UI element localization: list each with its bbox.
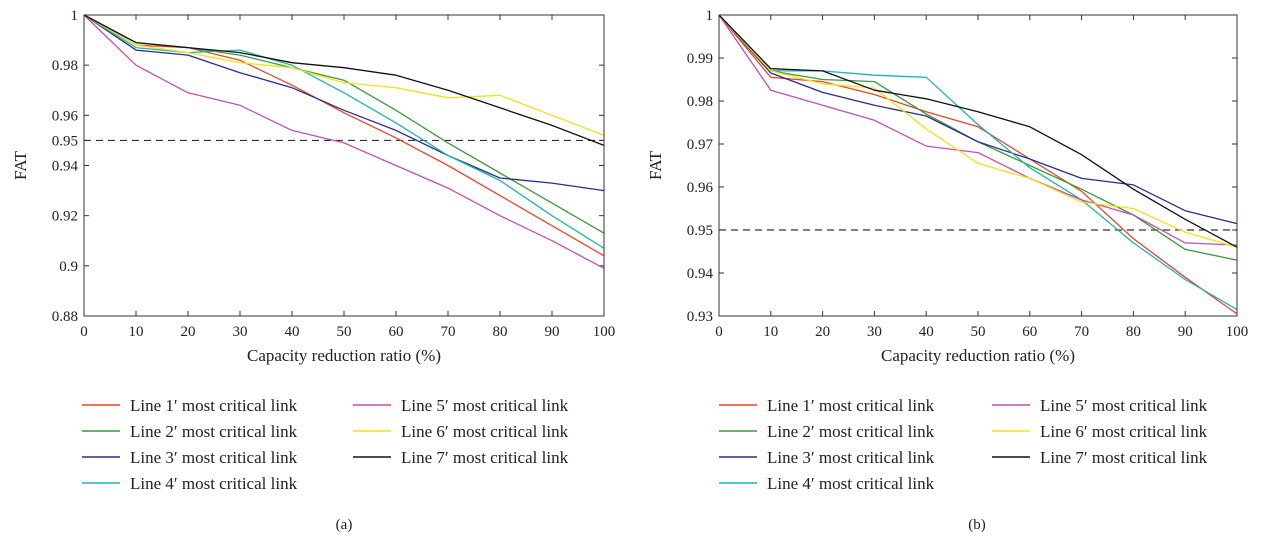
series-line-3: [83, 14, 605, 192]
y-axis-label: FAT: [646, 150, 665, 180]
y-tick-label: 0.99: [687, 51, 713, 67]
legend-label: Line 2′ most critical link: [767, 422, 935, 441]
x-axis-label: Capacity reduction ratio (%): [881, 346, 1075, 365]
x-tick-label: 40: [919, 324, 934, 340]
series-line-1: [718, 14, 1238, 315]
legend-item: Line 4′ most critical link: [82, 474, 298, 493]
x-tick-label: 100: [1226, 324, 1249, 340]
legend-item: Line 6′ most critical link: [992, 422, 1208, 441]
x-tick-label: 100: [593, 324, 616, 340]
y-tick-label: 0.92: [52, 209, 78, 225]
legend-label: Line 2′ most critical link: [130, 422, 298, 441]
legend-item: Line 1′ most critical link: [719, 396, 935, 415]
x-tick-label: 10: [763, 324, 778, 340]
series-line-6: [718, 14, 1238, 248]
y-tick-label: 0.96: [687, 180, 714, 196]
series-line-5: [718, 14, 1238, 246]
legend-label: Line 5′ most critical link: [401, 396, 569, 415]
series-line-7: [83, 14, 605, 147]
series-line-2: [83, 14, 605, 234]
x-tick-label: 20: [181, 324, 196, 340]
x-tick-label: 50: [337, 324, 352, 340]
y-tick-label: 0.97: [687, 137, 714, 153]
x-tick-label: 40: [285, 324, 300, 340]
x-tick-label: 70: [1074, 324, 1089, 340]
y-axis-label: FAT: [11, 150, 30, 180]
legend-item: Line 3′ most critical link: [82, 448, 298, 467]
y-tick-label: 0.88: [52, 309, 78, 325]
legend-label: Line 4′ most critical link: [767, 474, 935, 493]
y-tick-label: 1: [71, 8, 79, 24]
x-tick-label: 50: [971, 324, 986, 340]
legend-item: Line 6′ most critical link: [353, 422, 569, 441]
legend-item: Line 2′ most critical link: [82, 422, 298, 441]
x-tick-label: 80: [1126, 324, 1141, 340]
legend-label: Line 3′ most critical link: [767, 448, 935, 467]
x-tick-label: 20: [815, 324, 830, 340]
series-line-2: [718, 14, 1238, 261]
x-tick-label: 80: [493, 324, 508, 340]
x-axis-label: Capacity reduction ratio (%): [247, 346, 441, 365]
chart-panel-1: 0 10 20 30 40 50 60 70 80 90 100 0.88 0.9 0.92 0.94 0.9…: [11, 8, 615, 533]
legend-label: Line 6′ most critical link: [1040, 422, 1208, 441]
series-line-6: [83, 14, 605, 137]
y-tick-label: 0.93: [687, 309, 713, 325]
legend-item: Line 4′ most critical link: [719, 474, 935, 493]
y-tick-label: 0.95: [52, 133, 78, 149]
y-tick-label: 0.96: [52, 108, 79, 124]
x-tick-label: 90: [1178, 324, 1193, 340]
legend-label: Line 7′ most critical link: [401, 448, 569, 467]
legend-item: Line 7′ most critical link: [353, 448, 569, 467]
x-tick-label: 60: [389, 324, 404, 340]
legend-item: Line 3′ most critical link: [719, 448, 935, 467]
legend-label: Line 1′ most critical link: [767, 396, 935, 415]
legend-label: Line 7′ most critical link: [1040, 448, 1208, 467]
x-tick-label: 0: [80, 324, 88, 340]
chart-panel-2: 0 10 20 30 40 50 60 70 80 90 100 0.93 0.94 0.95 0.96 0.…: [646, 8, 1248, 533]
plot-frame: [718, 14, 1238, 317]
x-tick-label: 60: [1022, 324, 1037, 340]
series-line-7: [718, 14, 1238, 248]
legend-label: Line 4′ most critical link: [130, 474, 298, 493]
x-tick-label: 70: [441, 324, 456, 340]
x-tick-label: 90: [545, 324, 560, 340]
panel-caption: (a): [336, 517, 353, 533]
series-line-1: [83, 14, 605, 257]
series-line-3: [718, 14, 1238, 225]
x-tick-label: 30: [233, 324, 248, 340]
legend-label: Line 3′ most critical link: [130, 448, 298, 467]
x-tick-label: 30: [867, 324, 882, 340]
legend-item: Line 5′ most critical link: [353, 396, 569, 415]
y-tick-label: 0.98: [52, 58, 78, 74]
y-tick-label: 0.98: [687, 94, 713, 110]
panel-caption: (b): [968, 517, 986, 533]
legend-label: Line 1′ most critical link: [130, 396, 298, 415]
y-tick-label: 1: [706, 8, 714, 24]
y-tick-label: 0.95: [687, 223, 713, 239]
series-line-4: [83, 14, 605, 249]
plot-frame: [83, 14, 605, 317]
series-line-5: [83, 14, 605, 269]
legend-label: Line 5′ most critical link: [1040, 396, 1208, 415]
x-tick-label: 0: [715, 324, 723, 340]
series-line-4: [718, 14, 1238, 311]
legend-item: Line 2′ most critical link: [719, 422, 935, 441]
y-tick-label: 0.94: [687, 266, 714, 282]
legend-item: Line 1′ most critical link: [82, 396, 298, 415]
x-tick-label: 10: [129, 324, 144, 340]
legend-item: Line 7′ most critical link: [992, 448, 1208, 467]
legend-label: Line 6′ most critical link: [401, 422, 569, 441]
y-tick-label: 0.94: [52, 159, 79, 175]
y-tick-label: 0.9: [59, 259, 78, 275]
legend-item: Line 5′ most critical link: [992, 396, 1208, 415]
